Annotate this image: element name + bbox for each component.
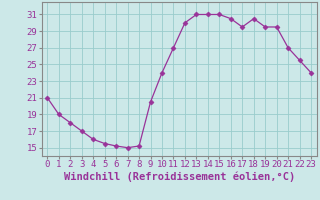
X-axis label: Windchill (Refroidissement éolien,°C): Windchill (Refroidissement éolien,°C) [64,172,295,182]
